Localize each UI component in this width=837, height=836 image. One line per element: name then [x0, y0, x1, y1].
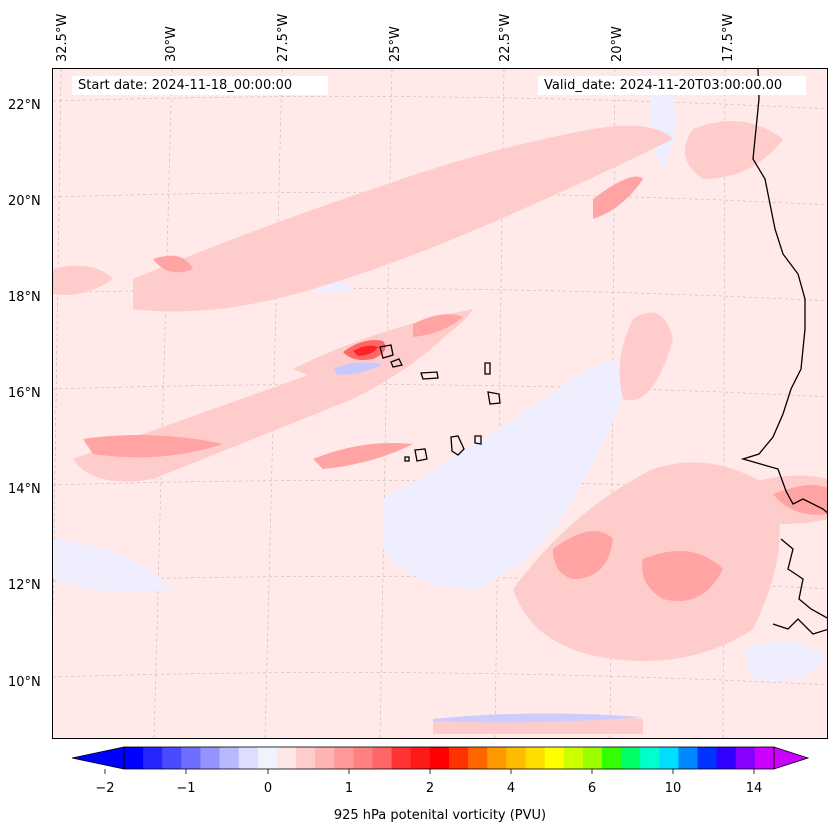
colorbar	[71, 746, 810, 774]
colorbar-tick-label: −1	[176, 781, 196, 796]
colorbar-swatch	[200, 747, 221, 769]
colorbar-swatch	[678, 747, 699, 769]
colorbar-over-arrow	[773, 746, 810, 770]
colorbar-swatch	[315, 747, 335, 769]
colorbar-swatch	[640, 747, 660, 769]
colorbar-tick-label: 1	[344, 781, 354, 796]
valid-date-label: Valid_date: 2024-11-20T03:00:00.00	[538, 76, 806, 95]
longitude-label: 32.5°W	[55, 13, 70, 62]
colorbar-tick-label: 10	[664, 781, 682, 796]
colorbar-swatch	[143, 747, 163, 769]
colorbar-swatch	[449, 747, 469, 769]
colorbar-swatch	[391, 747, 412, 769]
colorbar-tick-label: 4	[506, 781, 516, 796]
start-date-label: Start date: 2024-11-18_00:00:00	[72, 76, 328, 95]
longitude-label: 30°W	[164, 26, 179, 62]
colorbar-swatch	[353, 747, 374, 769]
colorbar-swatch	[162, 747, 182, 769]
colorbar-swatch	[506, 747, 526, 769]
latitude-label: 18°N	[8, 290, 41, 305]
coastlines	[379, 69, 827, 635]
colorbar-swatch	[219, 747, 240, 769]
colorbar-swatch	[487, 747, 507, 769]
colorbar-swatch	[563, 747, 584, 769]
colorbar-swatch	[601, 747, 622, 769]
colorbar-label: 925 hPa potenital vorticity (PVU)	[333, 808, 547, 823]
colorbar-swatch	[238, 747, 259, 769]
positive-pv-bands	[53, 121, 827, 734]
colorbar-swatch	[659, 747, 679, 769]
latitude-label: 20°N	[8, 194, 41, 209]
colorbar-tick-label: 6	[587, 781, 597, 796]
colorbar-swatch	[621, 747, 641, 769]
longitude-label: 25°W	[388, 26, 403, 62]
colorbar-swatch	[257, 747, 278, 769]
colorbar-swatch	[181, 747, 201, 769]
colorbar-swatch	[429, 747, 450, 769]
negative-pv-band-south	[433, 713, 643, 723]
colorbar-swatch	[124, 747, 144, 769]
latitude-label: 14°N	[8, 482, 41, 497]
pv-field-map	[53, 69, 827, 738]
colorbar-tick-label: 14	[745, 781, 763, 796]
latitude-label: 10°N	[8, 675, 41, 690]
colorbar-swatch	[754, 747, 775, 769]
colorbar-swatch	[296, 747, 316, 769]
colorbar-swatch	[697, 747, 718, 769]
colorbar-frame	[123, 746, 775, 770]
longitude-label: 22.5°W	[498, 13, 513, 62]
latitude-label: 22°N	[8, 98, 41, 113]
colorbar-under-arrow	[71, 746, 125, 770]
map-panel	[52, 68, 828, 739]
colorbar-swatch	[735, 747, 756, 769]
colorbar-swatch	[468, 747, 488, 769]
colorbar-swatch	[372, 747, 393, 769]
longitude-label: 27.5°W	[276, 13, 291, 62]
colorbar-swatch	[582, 747, 603, 769]
latitude-label: 12°N	[8, 578, 41, 593]
colorbar-swatch	[410, 747, 431, 769]
colorbar-tick-label: −2	[95, 781, 115, 796]
colorbar-swatch	[276, 747, 297, 769]
latitude-label: 16°N	[8, 386, 41, 401]
longitude-label: 20°W	[610, 26, 625, 62]
strong-pv-core	[333, 340, 386, 375]
colorbar-tick-label: 0	[263, 781, 273, 796]
colorbar-swatch	[334, 747, 354, 769]
colorbar-swatch	[716, 747, 737, 769]
colorbar-tick-label: 2	[425, 781, 435, 796]
longitude-label: 17.5°W	[721, 13, 736, 62]
colorbar-swatch	[544, 747, 565, 769]
colorbar-swatch	[525, 747, 546, 769]
